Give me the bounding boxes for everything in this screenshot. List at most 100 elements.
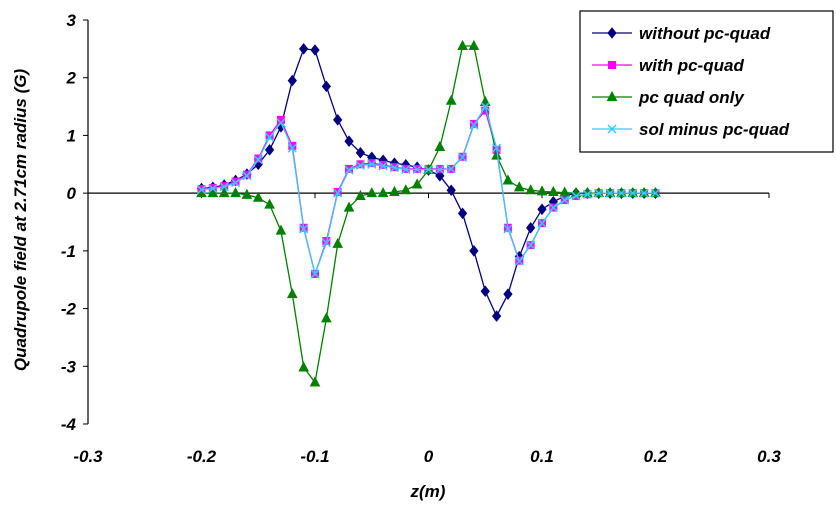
x-marker-stroke: [389, 163, 399, 173]
data-point: [457, 39, 468, 50]
data-point: [344, 135, 354, 148]
data-point: [582, 189, 592, 199]
data-point: [332, 237, 344, 248]
data-point: [526, 221, 536, 234]
data-point: [241, 188, 253, 199]
x-tick-label: -0.1: [300, 447, 329, 466]
y-axis-title: Quadrupole field at 2.71cm radius (G): [11, 69, 30, 372]
legend-entry: with pc-quad: [592, 56, 744, 75]
data-point: [208, 183, 218, 194]
x-tick-label: -0.3: [73, 447, 103, 466]
x-marker-stroke: [344, 165, 354, 175]
data-point: [639, 188, 649, 198]
x-marker-stroke: [492, 143, 502, 153]
data-point: [491, 149, 502, 160]
data-point: [401, 164, 411, 175]
data-point: [605, 188, 615, 198]
data-point: [242, 170, 251, 179]
data-point: [379, 160, 388, 169]
data-point: [560, 195, 570, 205]
x-marker-stroke: [242, 171, 252, 181]
data-point: [400, 184, 412, 195]
data-point: [491, 310, 502, 322]
data-point: [299, 43, 309, 55]
y-tick-label: 0: [67, 184, 77, 203]
x-marker-stroke: [208, 183, 218, 194]
y-tick-label: 2: [66, 69, 77, 88]
y-tick-label: -1: [61, 242, 76, 261]
data-point: [377, 187, 389, 198]
legend-label: pc quad only: [638, 88, 745, 107]
data-point: [253, 155, 263, 165]
x-marker-stroke: [378, 161, 388, 171]
data-point: [355, 160, 365, 170]
x-marker-stroke: [265, 132, 275, 142]
data-point: [366, 187, 378, 198]
data-point: [423, 164, 434, 175]
x-tick-label: 0.1: [530, 447, 554, 466]
data-point: [231, 177, 240, 186]
data-point: [321, 312, 332, 323]
data-point: [218, 187, 230, 198]
data-point: [321, 80, 331, 93]
data-point: [309, 376, 321, 387]
data-point: [286, 288, 298, 299]
x-marker-stroke: [310, 269, 320, 279]
y-tick-label: 1: [67, 126, 76, 145]
data-point: [310, 44, 320, 56]
x-marker-stroke: [605, 188, 615, 198]
data-point: [526, 240, 536, 250]
data-point: [537, 203, 547, 216]
data-point: [389, 185, 400, 196]
data-point: [548, 185, 559, 196]
x-marker-stroke: [458, 152, 468, 162]
x-marker-stroke: [571, 191, 581, 201]
data-point: [435, 164, 445, 175]
data-point: [310, 269, 320, 279]
x-marker-stroke: [196, 185, 207, 195]
x-tick-label: 0.2: [644, 447, 668, 466]
x-marker-stroke: [355, 160, 365, 170]
data-point: [275, 224, 287, 235]
x-marker-stroke: [469, 120, 479, 130]
data-point: [299, 224, 309, 234]
x-marker-stroke: [616, 188, 626, 198]
data-point: [287, 74, 297, 87]
data-point: [196, 185, 207, 195]
data-point: [242, 171, 252, 181]
x-tick-label: 0: [424, 447, 434, 466]
data-point: [389, 163, 399, 173]
x-marker-stroke: [401, 164, 411, 175]
data-point: [492, 143, 502, 153]
y-tick-label: -2: [61, 300, 77, 319]
x-marker-stroke: [480, 102, 490, 112]
data-point: [231, 178, 241, 188]
data-point: [435, 170, 445, 182]
data-point: [503, 224, 513, 234]
x-marker-stroke: [514, 256, 524, 266]
data-point: [287, 143, 297, 153]
x-marker-stroke: [333, 188, 343, 198]
data-point: [616, 188, 626, 198]
x-marker-stroke: [639, 188, 649, 198]
data-point: [446, 184, 456, 197]
data-point: [434, 140, 446, 151]
series-3: [196, 102, 661, 279]
data-point: [469, 120, 479, 130]
data-point: [571, 191, 581, 201]
data-point: [219, 182, 229, 192]
legend-label: sol minus pc-quad: [639, 120, 790, 139]
x-marker-stroke: [287, 143, 297, 153]
x-axis-title: z(m): [410, 482, 446, 501]
legend-label: with pc-quad: [639, 56, 744, 75]
data-point: [367, 159, 377, 169]
data-point: [458, 152, 468, 162]
x-marker-stroke: [607, 124, 617, 134]
x-marker-stroke: [582, 189, 592, 199]
data-point: [503, 288, 513, 300]
legend-marker: [606, 90, 618, 101]
x-marker-stroke: [435, 164, 445, 175]
data-point: [469, 245, 479, 257]
data-point: [321, 238, 331, 248]
